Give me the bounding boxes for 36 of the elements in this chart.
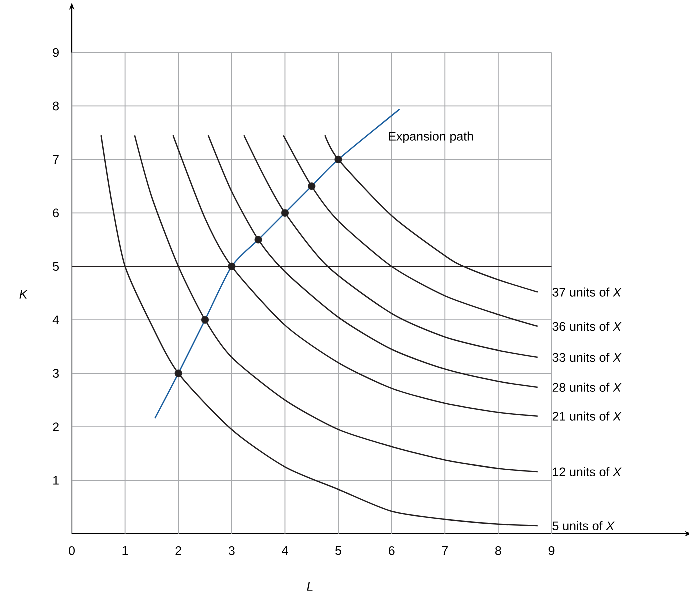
x-tick-label: 0	[69, 546, 75, 556]
x-tick-label: 5	[336, 546, 342, 556]
x-tick-label: 8	[496, 546, 502, 556]
point	[281, 209, 290, 217]
x-tick-label: 3	[228, 546, 235, 556]
y-tick-label: 8	[53, 102, 59, 111]
point	[174, 370, 182, 378]
y-tick-label: 7	[53, 155, 59, 164]
x-tick-label: 4	[282, 546, 288, 556]
y-axis-title: K	[20, 290, 28, 299]
point	[254, 236, 262, 244]
x-tick-label: 7	[442, 546, 448, 556]
y-tick-label: 5	[53, 262, 60, 271]
series-label: Expansion path	[389, 132, 474, 144]
series-label: 21 units of X	[552, 412, 622, 421]
point	[308, 182, 316, 190]
series-label: 33 units of X	[552, 352, 622, 362]
x-tick-label: 1	[122, 546, 128, 556]
y-tick-label: 1	[54, 476, 59, 485]
point	[201, 316, 210, 324]
x-tick-label: 2	[176, 546, 182, 556]
y-tick-label: 2	[53, 422, 59, 432]
y-tick-label: 3	[53, 369, 59, 378]
y-tick-label: 6	[53, 208, 59, 218]
series-label: 36 units of X	[552, 322, 622, 332]
x-tick-label: 9	[548, 546, 555, 556]
series-label: 37 units of X	[552, 288, 622, 297]
point	[228, 262, 236, 270]
point	[334, 156, 342, 164]
y-tick-label: 9	[53, 48, 59, 58]
x-tick-label: 6	[388, 546, 395, 556]
series-label: 28 units of X	[552, 382, 622, 392]
y-tick-label: 4	[52, 316, 60, 324]
x-axis-title: L	[307, 582, 313, 591]
series-label: 12 units of X	[553, 467, 622, 477]
series-label: 5 units of X	[552, 521, 615, 531]
